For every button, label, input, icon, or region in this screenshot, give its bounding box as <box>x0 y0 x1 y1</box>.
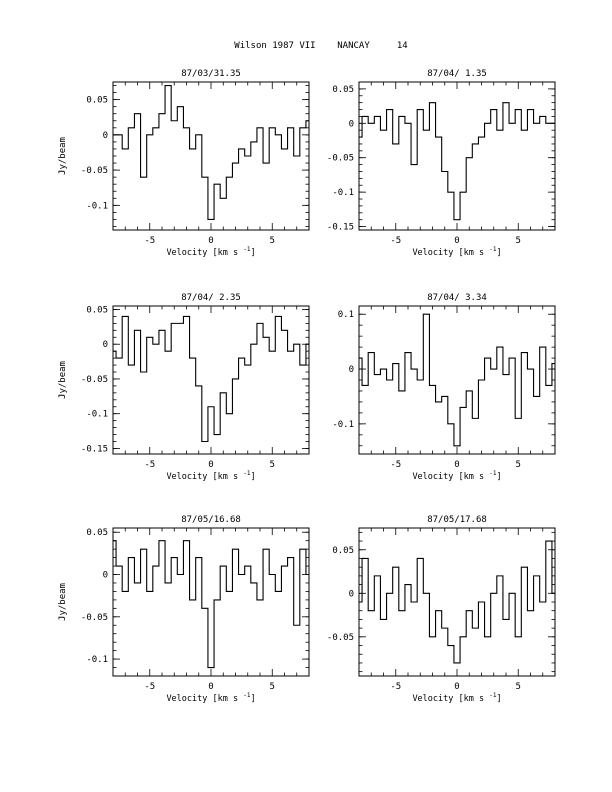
y-tick-label: -0.1 <box>332 420 354 430</box>
x-axis-label-main: Velocity [km s <box>166 248 243 258</box>
x-axis-label-end: ] <box>250 472 255 482</box>
spectrum-line <box>113 84 309 220</box>
chart-title: 87/04/ 3.34 <box>427 293 487 303</box>
spectrum-line <box>359 313 555 447</box>
x-axis-label: Velocity [km s -1] <box>412 470 501 482</box>
y-tick-label: 0.1 <box>338 310 354 320</box>
x-axis-label-sup: -1 <box>243 246 251 253</box>
x-tick-label: 5 <box>270 682 275 692</box>
x-tick-label: 0 <box>454 236 459 246</box>
chart-grid: -5 0 5 0.05 0 -0.05 -0.1 87/03/31.35 Velocity [k… <box>58 69 556 704</box>
chart-panel-3: -5 0 5 0.05 0 -0.05 -0.1 -0.15 87/04/ 2.35 Veloci… <box>58 293 310 482</box>
chart-panel-2: -5 0 5 0.05 0 -0.05 -0.1 -0.15 87/04/ 1.35 Veloci… <box>327 69 556 258</box>
x-axis-label: Velocity [km s -1] <box>166 692 255 704</box>
chart-title: 87/03/31.35 <box>181 69 241 79</box>
x-tick-label: -5 <box>390 682 401 692</box>
spectrum-line <box>113 540 309 669</box>
y-tick-label: 0.05 <box>332 546 354 556</box>
spectrum-line <box>359 540 555 664</box>
y-tick-label: 0.05 <box>332 85 354 95</box>
chart-panel-5: -5 0 5 0.05 0 -0.05 -0.1 87/05/16.68 Velocity [k… <box>58 515 310 704</box>
plot-frame <box>358 81 556 231</box>
x-tick-label: 5 <box>516 460 521 470</box>
y-axis-label: Jy/beam <box>58 583 68 621</box>
y-tick-label: 0 <box>349 365 354 375</box>
y-axis-label: Jy/beam <box>58 137 68 175</box>
x-axis-label-main: Velocity [km s <box>166 694 243 704</box>
chart-panel-1: -5 0 5 0.05 0 -0.05 -0.1 87/03/31.35 Velocity [k… <box>58 69 310 258</box>
y-tick-label: 0 <box>349 119 354 129</box>
x-axis-label-sup: -1 <box>489 692 497 699</box>
y-tick-label: -0.05 <box>81 613 108 623</box>
spectrum-line <box>113 315 309 443</box>
x-tick-label: 0 <box>208 236 213 246</box>
x-axis-label-end: ] <box>496 472 501 482</box>
x-axis-label: Velocity [km s -1] <box>412 692 501 704</box>
x-axis-label-main: Velocity [km s <box>412 694 489 704</box>
y-tick-label: -0.05 <box>327 154 354 164</box>
y-axis-label: Jy/beam <box>58 361 68 399</box>
x-axis-label-end: ] <box>250 694 255 704</box>
chart-title: 87/05/16.68 <box>181 515 241 525</box>
x-tick-label: -5 <box>390 236 401 246</box>
x-axis-label-sup: -1 <box>489 470 497 477</box>
x-axis-label-end: ] <box>250 248 255 258</box>
x-axis-label-sup: -1 <box>243 470 251 477</box>
chart-title: 87/05/17.68 <box>427 515 487 525</box>
x-tick-label: 0 <box>454 460 459 470</box>
x-tick-label: 5 <box>270 236 275 246</box>
x-tick-label: -5 <box>144 682 155 692</box>
chart-panel-6: -5 0 5 0.05 0 -0.05 87/05/17.68 Velocity [km s … <box>327 515 556 704</box>
x-tick-label: 5 <box>270 460 275 470</box>
chart-panel-4: -5 0 5 0.1 0 -0.1 87/04/ 3.34 Velocity [km s -1… <box>332 293 556 482</box>
y-tick-label: -0.05 <box>81 375 108 385</box>
y-tick-label: 0 <box>103 131 108 141</box>
y-tick-label: -0.05 <box>81 166 108 176</box>
x-axis-label-main: Velocity [km s <box>166 472 243 482</box>
x-axis-label-end: ] <box>496 248 501 258</box>
y-tick-label: 0 <box>103 571 108 581</box>
plot-frame <box>112 527 310 677</box>
y-tick-label: 0.05 <box>86 305 108 315</box>
y-tick-label: -0.1 <box>332 188 354 198</box>
x-axis-label-main: Velocity [km s <box>412 472 489 482</box>
x-tick-label: -5 <box>144 236 155 246</box>
x-tick-label: -5 <box>390 460 401 470</box>
page-title: Wilson 1987 VII NANCAY 14 <box>234 41 407 51</box>
x-axis-label-end: ] <box>496 694 501 704</box>
y-tick-label: -0.1 <box>86 201 108 211</box>
y-tick-label: -0.15 <box>327 223 354 233</box>
x-axis-label-main: Velocity [km s <box>412 248 489 258</box>
chart-title: 87/04/ 1.35 <box>427 69 487 79</box>
x-tick-label: 0 <box>208 460 213 470</box>
y-tick-label: -0.1 <box>86 655 108 665</box>
y-tick-label: 0 <box>349 589 354 599</box>
x-tick-label: 5 <box>516 682 521 692</box>
x-tick-label: 0 <box>208 682 213 692</box>
x-tick-label: -5 <box>144 460 155 470</box>
plot-frame <box>112 81 310 231</box>
y-tick-label: 0.05 <box>86 528 108 538</box>
x-axis-label: Velocity [km s -1] <box>166 246 255 258</box>
x-axis-label-sup: -1 <box>489 246 497 253</box>
y-tick-label: -0.05 <box>327 633 354 643</box>
x-tick-label: 0 <box>454 682 459 692</box>
y-tick-label: -0.15 <box>81 444 108 454</box>
x-tick-label: 5 <box>516 236 521 246</box>
x-axis-label: Velocity [km s -1] <box>412 246 501 258</box>
plot-frame <box>358 527 556 677</box>
spectrum-line <box>359 102 555 221</box>
y-tick-label: 0.05 <box>86 96 108 106</box>
y-tick-label: 0 <box>103 340 108 350</box>
x-axis-label-sup: -1 <box>243 692 251 699</box>
y-tick-label: -0.1 <box>86 410 108 420</box>
plot-frame <box>112 305 310 455</box>
x-axis-label: Velocity [km s -1] <box>166 470 255 482</box>
chart-title: 87/04/ 2.35 <box>181 293 241 303</box>
